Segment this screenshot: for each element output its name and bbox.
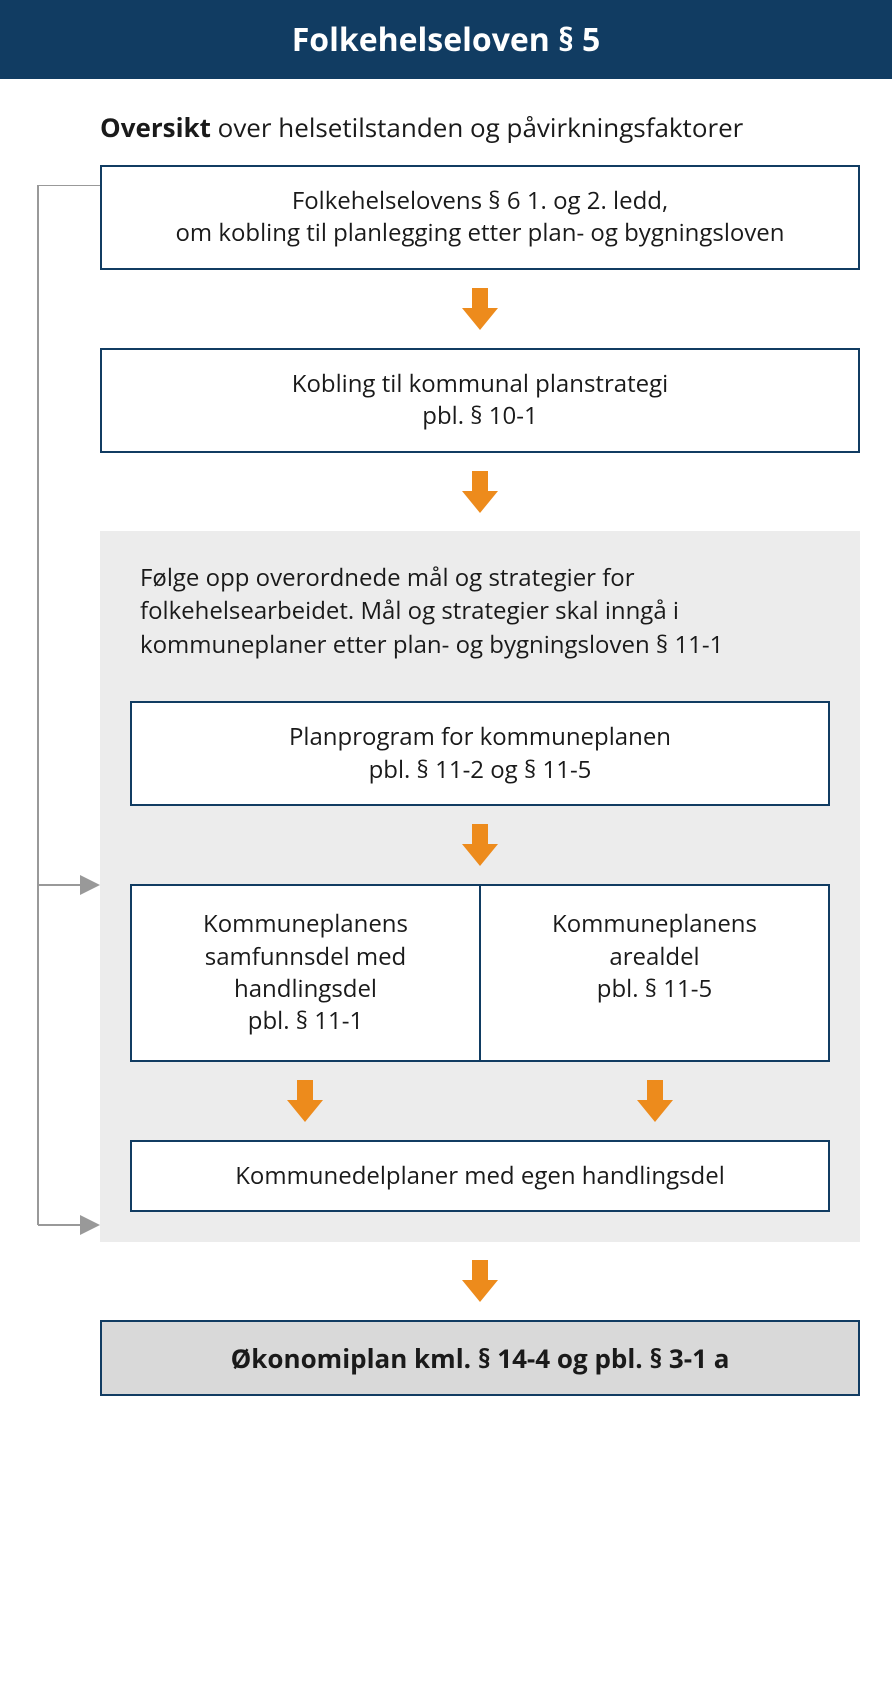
arrow-4a <box>130 1080 480 1122</box>
box2-line1: Kobling til kommunal planstrategi <box>292 367 668 400</box>
arrows-pair-1 <box>130 1080 830 1122</box>
box4a-l4: pbl. § 11-1 <box>248 1004 363 1037</box>
box2-line2: pbl. § 10-1 <box>422 399 537 432</box>
header-title: Folkehelseloven § 5 <box>292 18 601 61</box>
box3-line2: pbl. § 11-2 og § 11-5 <box>369 753 592 786</box>
box6-text: Økonomiplan kml. § 14-4 og pbl. § 3-1 a <box>231 1340 730 1376</box>
flow-area: Folkehelselovens § 6 1. og 2. ledd, om k… <box>100 165 860 1396</box>
box4b-l2: arealdel <box>609 940 699 973</box>
subtitle-bold: Oversikt <box>100 109 211 145</box>
arrow-1 <box>100 288 860 330</box>
arrow-2 <box>100 471 860 513</box>
header-bar: Folkehelseloven § 5 <box>0 0 892 79</box>
box-kommunedelplaner: Kommunedelplaner med egen handlingsdel <box>130 1140 830 1212</box>
box-two-col: Kommuneplanens samfunnsdel med handlings… <box>130 884 830 1062</box>
box3-line1: Planprogram for kommuneplanen <box>289 720 671 753</box>
box4b-l3: pbl. § 11-5 <box>597 972 712 1005</box>
box-samfunnsdel: Kommuneplanens samfunnsdel med handlings… <box>132 886 481 1060</box>
box1-line1: Folkehelselovens § 6 1. og 2. ledd, <box>292 184 668 217</box>
panel-text: Følge opp overordnede mål og strategier … <box>130 561 830 662</box>
box4a-l1: Kommuneplanens <box>203 907 408 940</box>
arrow-5 <box>100 1260 860 1302</box>
box-kobling-planstrategi: Kobling til kommunal planstrategi pbl. §… <box>100 348 860 453</box>
subtitle-rest: over helsetilstanden og påvirkningsfakto… <box>211 109 743 145</box>
box4a-l2: samfunnsdel med <box>205 940 407 973</box>
box-folkehelselovens-6: Folkehelselovens § 6 1. og 2. ledd, om k… <box>100 165 860 270</box>
subtitle: Oversikt over helsetilstanden og påvirkn… <box>100 109 892 145</box>
gray-panel: Følge opp overordnede mål og strategier … <box>100 531 860 1243</box>
box4b-l1: Kommuneplanens <box>552 907 757 940</box>
arrow-3 <box>130 824 830 866</box>
arrow-4b <box>480 1080 830 1122</box>
box4a-l3: handlingsdel <box>234 972 377 1005</box>
box-arealdel: Kommuneplanens arealdel pbl. § 11-5 <box>481 886 828 1060</box>
box-planprogram: Planprogram for kommuneplanen pbl. § 11-… <box>130 701 830 806</box>
box1-line2: om kobling til planlegging etter plan- o… <box>175 216 784 249</box>
box-okonomiplan: Økonomiplan kml. § 14-4 og pbl. § 3-1 a <box>100 1320 860 1396</box>
box5-text: Kommunedelplaner med egen handlingsdel <box>235 1159 725 1192</box>
side-connector <box>30 185 100 1235</box>
